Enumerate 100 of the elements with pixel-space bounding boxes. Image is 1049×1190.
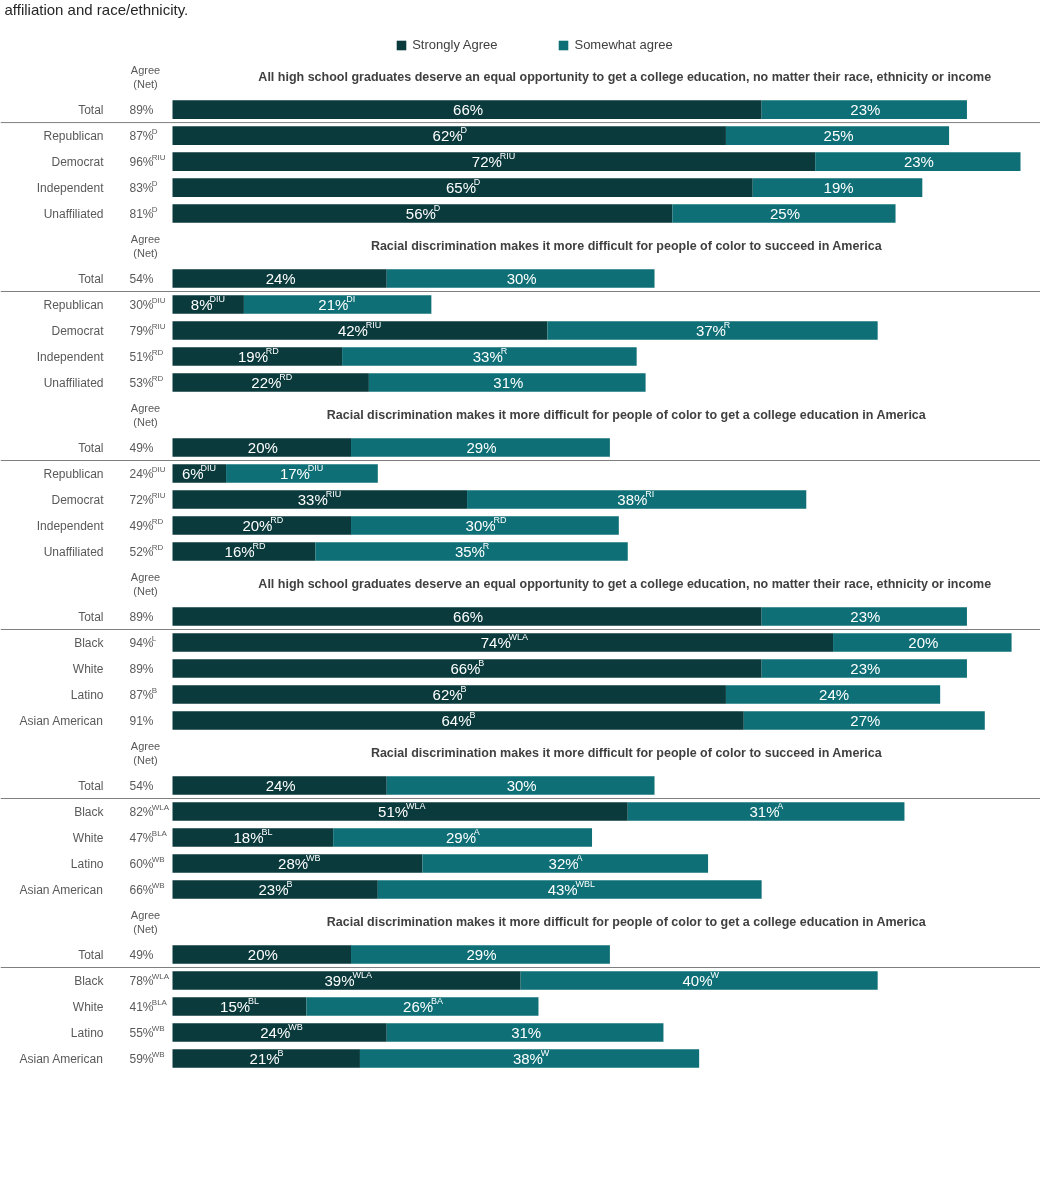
text: 54%	[129, 271, 154, 286]
text: 89%	[129, 102, 154, 117]
bar	[243, 295, 432, 314]
bar	[172, 1049, 360, 1068]
text: Agree (Net)	[130, 401, 161, 429]
chart-title: All high school graduates deserve an equal opportunity to get a college education, no matter their race, ethnicity or income	[258, 70, 992, 85]
data-label: 23%	[850, 660, 881, 677]
bar	[467, 490, 807, 509]
bar	[172, 178, 753, 197]
bar	[172, 100, 762, 119]
data-label: 20%	[247, 439, 278, 456]
bar	[743, 711, 985, 730]
y-tick-label: Latino	[70, 856, 104, 871]
bar	[226, 464, 378, 483]
bar	[520, 971, 878, 990]
y-tick-label: Black	[74, 635, 105, 650]
legend-label: Somewhat agree	[574, 37, 673, 52]
data-label: 31%	[493, 374, 524, 391]
data-label: 25%	[770, 205, 801, 223]
text: 91%	[129, 713, 154, 728]
bar	[172, 854, 423, 873]
y-tick-label: Democrat	[51, 154, 105, 169]
bar	[672, 204, 896, 223]
data-label: 66%	[453, 608, 484, 625]
data-label: 24%	[265, 777, 296, 794]
y-tick-label: Republican	[43, 466, 104, 481]
bar	[172, 269, 387, 288]
y-tick-label: Black	[74, 973, 105, 988]
bar	[172, 516, 352, 535]
bar	[351, 438, 610, 457]
text: 54%	[129, 778, 154, 793]
y-tick-label: Latino	[70, 1025, 104, 1040]
y-tick-label: Black	[74, 804, 105, 819]
text: 89%	[129, 661, 154, 676]
text: Agree (Net)	[130, 232, 161, 260]
bar	[172, 438, 352, 457]
bar	[547, 321, 878, 340]
y-tick-label: Asian American	[19, 882, 103, 897]
data-label: 20%	[247, 946, 278, 963]
bar	[172, 776, 387, 795]
bar	[761, 607, 967, 626]
bar	[172, 945, 352, 964]
data-label: 27%	[850, 712, 881, 729]
bar	[386, 776, 655, 795]
data-label: 23%	[903, 153, 934, 171]
bar	[172, 711, 744, 730]
bar	[172, 490, 468, 509]
y-tick-label: White	[72, 999, 104, 1014]
bar	[351, 516, 619, 535]
chart-subtitle: affiliation and race/ethnicity.	[4, 1, 189, 19]
bar	[172, 633, 834, 652]
y-tick-label: Total	[78, 778, 104, 793]
y-tick-label: Unaffiliated	[43, 375, 104, 390]
data-label: 23%	[850, 101, 881, 119]
data-label: 25%	[823, 127, 854, 145]
y-tick-label: Independent	[36, 180, 105, 195]
bar	[333, 828, 593, 847]
y-tick-label: Total	[78, 440, 104, 455]
bar	[725, 685, 941, 704]
bar	[761, 659, 967, 678]
chart-title: Racial discrimination makes it more difficult for people of color to succeed in America	[370, 746, 883, 760]
bar	[172, 347, 343, 366]
y-tick-label: Latino	[70, 687, 104, 702]
bar	[172, 828, 334, 847]
data-label: 24%	[819, 686, 850, 703]
chart-title: Racial discrimination makes it more difficult for people of color to succeed in America	[370, 239, 883, 253]
y-tick-label: Total	[78, 102, 104, 117]
bar	[172, 802, 628, 821]
chart-title: Racial discrimination makes it more difficult for people of color to get a college education in America	[326, 408, 927, 422]
bar	[172, 1023, 387, 1042]
bar	[172, 126, 726, 145]
bar	[386, 1023, 664, 1042]
bar	[377, 880, 762, 899]
bar	[172, 685, 726, 704]
data-label: 24%	[265, 270, 296, 287]
bar	[342, 347, 637, 366]
bar	[172, 321, 548, 340]
y-tick-label: Total	[78, 271, 104, 286]
y-tick-label: Total	[78, 609, 104, 624]
bar	[172, 997, 307, 1016]
text: 89%	[129, 609, 154, 624]
y-tick-label: Republican	[43, 297, 104, 312]
data-label: 30%	[506, 777, 537, 794]
y-tick-label: Unaffiliated	[43, 544, 104, 559]
legend-label: Strongly Agree	[412, 37, 498, 52]
text: Agree (Net)	[130, 908, 161, 936]
data-label: 29%	[466, 946, 497, 963]
text: Agree (Net)	[130, 739, 161, 767]
bar	[172, 880, 378, 899]
text: 49%	[129, 440, 154, 455]
data-label: 30%	[506, 270, 537, 287]
bar	[172, 373, 369, 392]
y-tick-label: Independent	[36, 349, 105, 364]
chart-title: Racial discrimination makes it more difficult for people of color to get a college education in America	[326, 915, 927, 929]
bar	[351, 945, 610, 964]
bar	[359, 1049, 700, 1068]
data-label: 20%	[908, 634, 939, 651]
bar	[172, 152, 816, 171]
data-label: 66%	[453, 101, 484, 119]
bar	[725, 126, 950, 145]
